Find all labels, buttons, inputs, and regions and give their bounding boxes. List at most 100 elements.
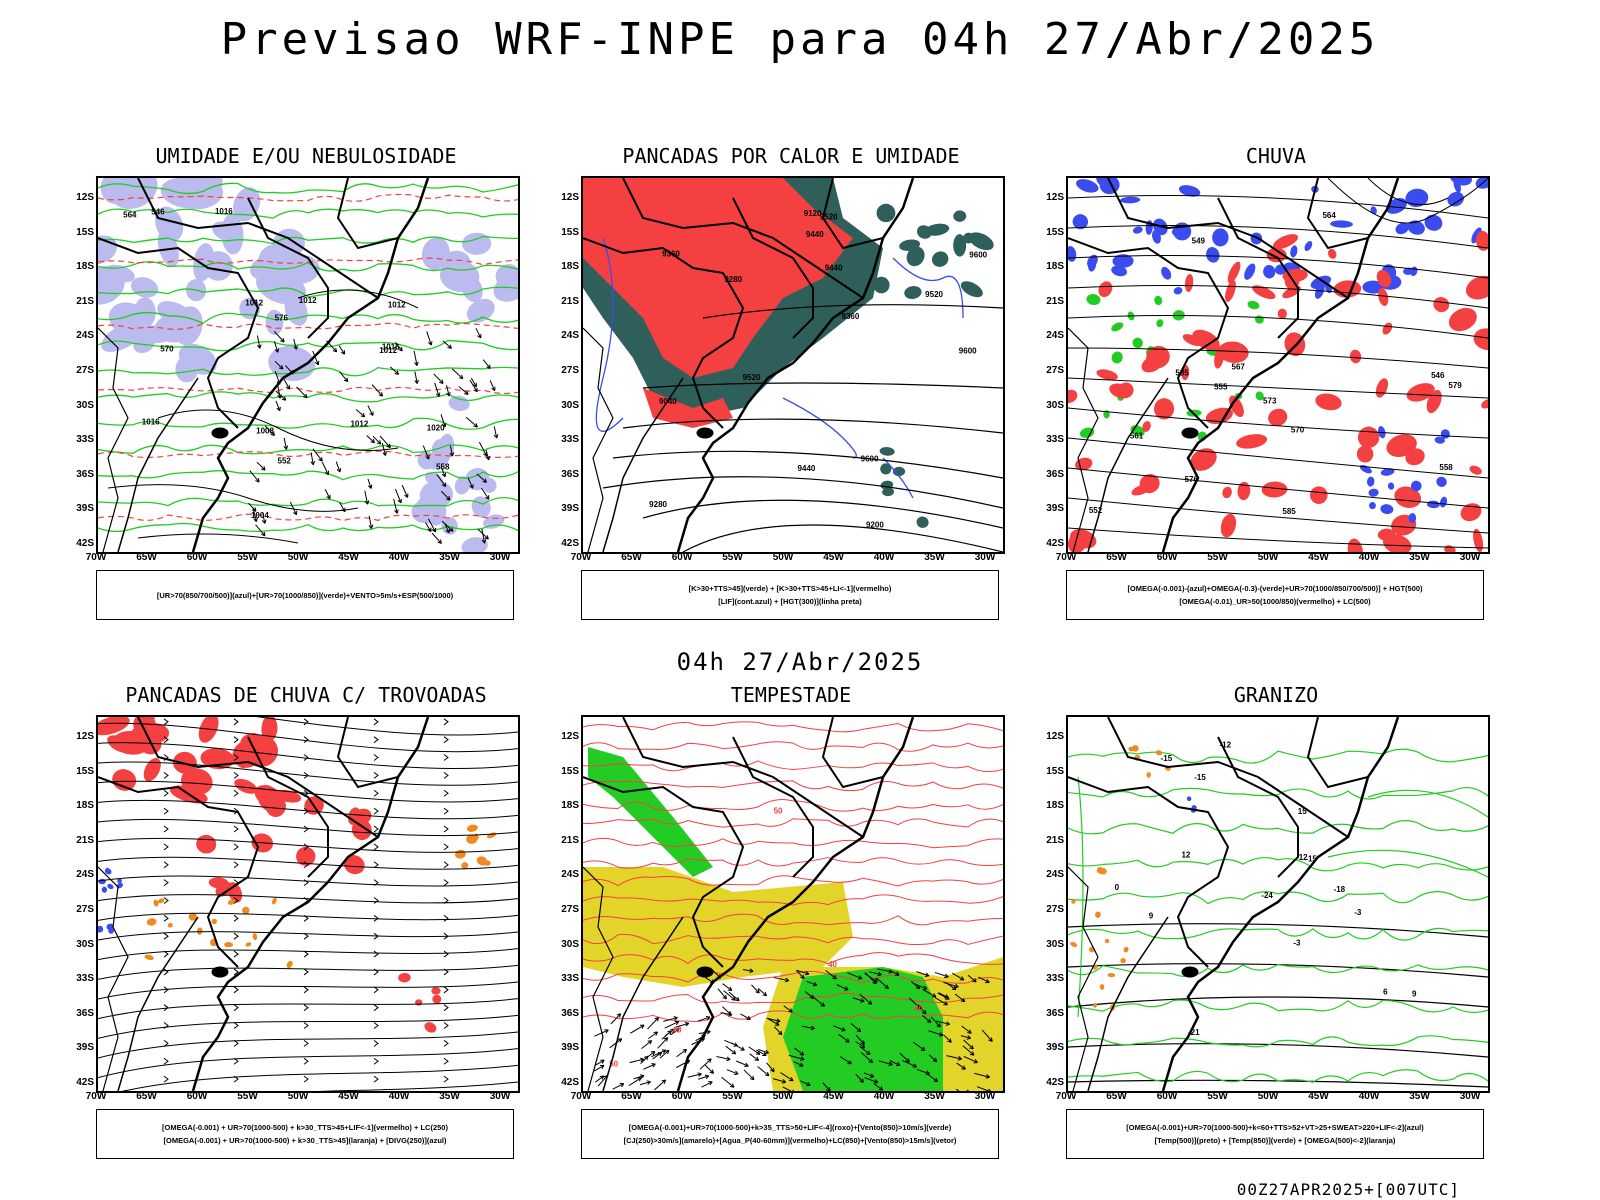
contour-label: 576: [275, 314, 289, 323]
lat-label: 12S: [561, 192, 579, 203]
legend-line: [LIF](cont.azul) + [HGT(300)](linha pret…: [718, 597, 862, 606]
lat-label: 42S: [76, 538, 94, 549]
map-tempestade: 40 50 50 40 40: [581, 715, 1005, 1093]
convective-orange-area: [144, 897, 293, 969]
divergence-blue-area: [98, 867, 124, 934]
contour-label: 579: [1448, 381, 1462, 390]
omega-red-area: [1068, 230, 1488, 552]
lat-label: 36S: [561, 468, 579, 480]
lon-label: 70W: [1055, 1091, 1077, 1102]
map-granizo: -15 -12 -18 -21 -24 -15 -12 -15 -3 9 12 15 9 6 0 -3: [1066, 715, 1490, 1093]
contour-label: -12: [1219, 740, 1231, 749]
lon-label: 35W: [1409, 552, 1430, 563]
contour-label: 546: [1431, 371, 1445, 380]
lon-label: 50W: [772, 552, 794, 563]
contour-label: 9600: [969, 251, 987, 260]
lat-label: 33S: [561, 434, 579, 446]
lon-label: 35W: [924, 552, 945, 563]
contour-label: 6: [1383, 987, 1388, 996]
temp-850-contours: [1068, 748, 1488, 1083]
wind-850-vectors: [702, 967, 993, 1091]
lat-label: 12S: [561, 731, 579, 742]
lon-label: 35W: [439, 1091, 460, 1102]
contour-label: 564: [1322, 211, 1336, 220]
contour-labels: 585 585 579 576 573 570 567 564 561 558 555 552 549 5…: [1089, 211, 1462, 516]
lat-label: 33S: [561, 973, 579, 985]
precipitable-water-contours: [583, 721, 1003, 1023]
contour-label: 576: [1185, 475, 1199, 484]
lon-label: 45W: [338, 552, 359, 563]
panel-title: PANCADAS POR CALOR E UMIDADE: [622, 144, 960, 168]
wind-850-area: [783, 967, 943, 1091]
contour-label: 1008: [256, 427, 274, 436]
contour-label: -12: [1296, 853, 1308, 862]
wind-850-area-north: [588, 747, 713, 877]
lat-label: 36S: [1046, 468, 1064, 480]
contour-label: 1012: [299, 296, 317, 305]
contour-label: 9: [1412, 989, 1417, 998]
contour-labels: 40 50 50 40 40: [609, 806, 923, 1068]
contour-label: 40: [828, 960, 837, 969]
contour-label: 1012: [379, 346, 397, 355]
lat-label: 12S: [76, 192, 94, 203]
contour-label: 9520: [820, 213, 838, 222]
legend-line: [OMEGA(-0.01)_UR>50(1000/850)(vermelho) …: [1179, 597, 1371, 606]
lat-label: 30S: [561, 399, 579, 411]
lon-label: 40W: [873, 1091, 895, 1102]
lat-label: 15S: [561, 226, 579, 238]
lat-label: 36S: [76, 468, 94, 480]
lat-label: 21S: [1046, 295, 1064, 307]
contour-label: 9120: [804, 209, 822, 218]
contour-label: 552: [278, 457, 292, 466]
lon-label: 65W: [621, 1091, 642, 1102]
lifted-index-contours: [595, 237, 964, 499]
lon-label: 65W: [1106, 552, 1127, 563]
map-canvas: 585 585 579 576 573 570 567 564 561 558 555 552 549 5…: [1068, 178, 1488, 552]
contour-label: -21: [1188, 1028, 1200, 1037]
lat-label: 21S: [561, 834, 579, 846]
contour-label: 40: [914, 1004, 923, 1013]
hgt-500-contours-upper: [1327, 178, 1488, 224]
lat-label: 24S: [1046, 330, 1064, 342]
lon-label: 65W: [1106, 1091, 1127, 1102]
lat-label: 21S: [76, 295, 94, 307]
lat-label: 36S: [1046, 1007, 1064, 1019]
wind-850-vectors-west: [593, 1013, 713, 1091]
contour-label: 555: [1214, 383, 1228, 392]
lon-label: 30W: [974, 1091, 996, 1102]
lon-label: 45W: [1308, 552, 1329, 563]
contour-label: 546: [151, 208, 165, 217]
lon-label: 50W: [1257, 552, 1279, 563]
legend-line: [OMEGA(-0.001) + UR>70(1000-500) + k>30_…: [162, 1123, 448, 1132]
lat-label: 33S: [1046, 434, 1064, 446]
lon-label: 60W: [1156, 1091, 1178, 1102]
contour-label: 50: [609, 1059, 618, 1068]
coastline-and-borders: [583, 178, 915, 552]
lat-label: 39S: [1046, 1042, 1064, 1054]
lon-label: 50W: [287, 552, 309, 563]
lat-label: 18S: [561, 800, 579, 812]
coastline-and-borders: [583, 717, 915, 1091]
lat-label: 42S: [1046, 538, 1064, 549]
map-canvas: 9600960096009520952094409440936093609280…: [583, 178, 1003, 552]
lat-label: 27S: [561, 365, 579, 376]
lat-label: 24S: [76, 869, 94, 881]
lat-label: 30S: [1046, 399, 1064, 411]
panel-title: PANCADAS DE CHUVA C/ TROVOADAS: [125, 683, 487, 707]
contour-label: 585: [1282, 507, 1296, 516]
lat-label: 27S: [1046, 365, 1064, 376]
lat-label: 15S: [1046, 226, 1064, 238]
contour-label: 12: [1181, 850, 1190, 859]
lon-label: 55W: [1207, 552, 1228, 563]
lat-label: 18S: [76, 261, 94, 273]
humidity-850-500-area-south: [411, 395, 505, 552]
contour-label: 558: [1439, 463, 1453, 472]
lon-label: 30W: [1459, 552, 1481, 563]
lon-label: 35W: [1409, 1091, 1430, 1102]
lat-label: 15S: [561, 765, 579, 777]
contour-label: 570: [1291, 426, 1305, 435]
legend-line: [OMEGA(-0.001)+UR>70(1000-500)+k<60+TTS>…: [1126, 1123, 1424, 1132]
lat-label: 30S: [76, 938, 94, 950]
contour-label: 1016: [215, 207, 233, 216]
omega-500-area: [1070, 866, 1129, 1011]
